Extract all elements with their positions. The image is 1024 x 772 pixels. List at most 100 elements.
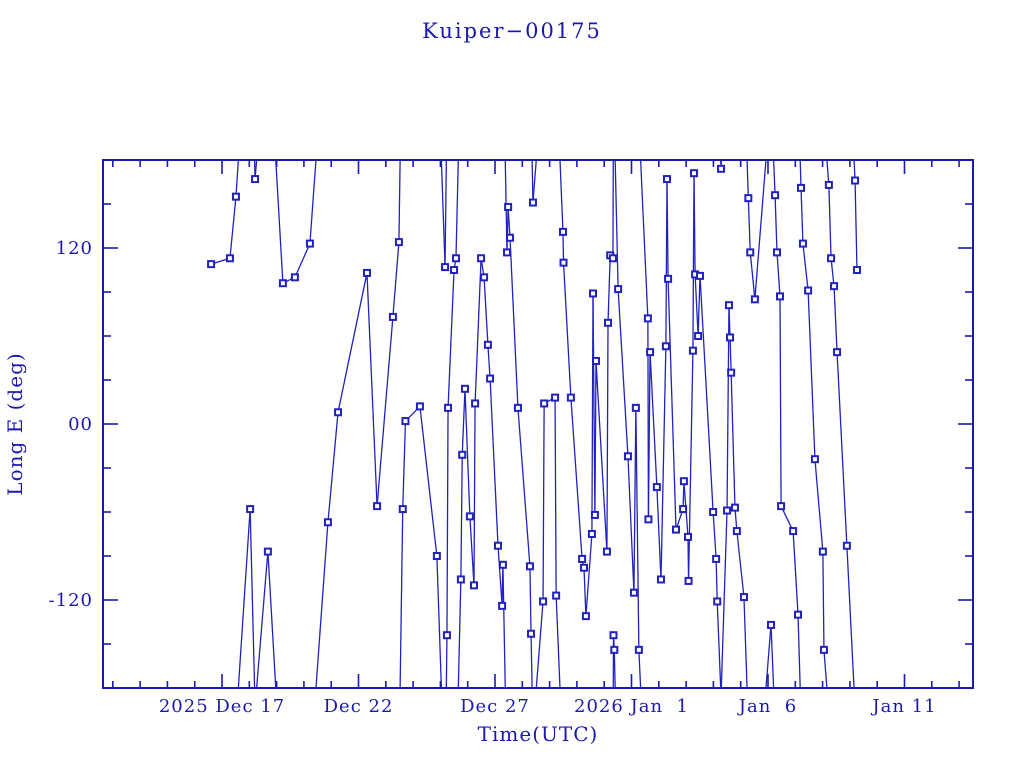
series-segment: [447, 408, 448, 635]
data-point-marker: [790, 528, 796, 534]
data-point-marker: [658, 576, 664, 582]
series-segment: [508, 207, 510, 238]
y-tick-label: 120: [56, 238, 93, 259]
data-point-marker: [552, 395, 558, 401]
series-segment: [461, 455, 462, 580]
data-point-marker: [713, 556, 719, 562]
x-tick-label: Jan 6: [737, 696, 797, 717]
data-point-marker: [695, 333, 701, 339]
data-point-marker: [374, 503, 380, 509]
series-segment: [490, 379, 498, 546]
data-point-marker: [805, 288, 811, 294]
series-segment: [488, 345, 490, 379]
y-tick-label: 00: [68, 414, 93, 435]
data-point-marker: [633, 405, 639, 411]
series-segment: [584, 568, 586, 616]
data-point-marker: [826, 182, 832, 188]
data-point-marker: [589, 531, 595, 537]
series-segment: [484, 277, 488, 344]
x-tick-label: 2026 Jan 1: [574, 696, 689, 717]
data-point-marker: [458, 576, 464, 582]
data-point-marker: [615, 286, 621, 292]
data-point-marker: [568, 395, 574, 401]
series-segment: [824, 650, 827, 688]
data-point-marker: [462, 386, 468, 392]
data-point-marker: [471, 582, 477, 588]
data-point-marker: [500, 562, 506, 568]
series-segment: [586, 534, 592, 616]
data-point-marker: [467, 513, 473, 519]
data-point-marker: [718, 166, 724, 172]
data-point-marker: [307, 241, 313, 247]
data-point-marker: [680, 506, 686, 512]
data-point-marker: [247, 506, 253, 512]
series-segment: [803, 244, 808, 291]
series-segment: [639, 650, 641, 688]
axes: [103, 160, 973, 688]
data-point-marker: [504, 249, 510, 255]
data-point-marker: [515, 405, 521, 411]
data-point-marker: [530, 200, 536, 206]
data-point-marker: [499, 603, 505, 609]
series-segment: [744, 597, 747, 688]
data-point-marker: [645, 516, 651, 522]
data-point-marker: [604, 549, 610, 555]
data-point-marker: [592, 512, 598, 518]
x-tick-label: Dec 22: [324, 696, 394, 717]
series-segment: [563, 232, 564, 263]
series-segment: [328, 412, 338, 522]
series-segment: [775, 195, 777, 252]
series-segment: [774, 160, 775, 195]
data-point-marker: [745, 195, 751, 201]
data-point-marker: [778, 503, 784, 509]
series-segment: [533, 160, 536, 203]
data-point-marker: [252, 176, 258, 182]
series-segment: [793, 531, 798, 615]
data-point-marker: [714, 598, 720, 604]
data-point-marker: [732, 505, 738, 511]
series-segment: [596, 361, 607, 552]
data-point-marker: [697, 273, 703, 279]
data-point-marker: [710, 509, 716, 515]
series-segment: [829, 185, 831, 258]
data-point-marker: [605, 320, 611, 326]
series-segment: [530, 566, 531, 633]
series-segment: [750, 252, 755, 299]
series-segment: [338, 273, 367, 412]
series-segment: [257, 552, 268, 688]
series-segment: [456, 160, 458, 258]
data-point-marker: [768, 622, 774, 628]
series-segment: [694, 173, 695, 274]
series-segment: [798, 615, 800, 688]
series-segment: [731, 373, 735, 508]
data-point-marker: [541, 400, 547, 406]
data-point-marker: [726, 302, 732, 308]
data-point-marker: [727, 334, 733, 340]
series-segment: [716, 559, 717, 602]
series-segment: [777, 252, 780, 296]
series-segment: [661, 346, 666, 579]
series-segment: [295, 244, 310, 278]
series-segment: [614, 650, 615, 688]
data-point-marker: [540, 598, 546, 604]
data-point-marker: [795, 612, 801, 618]
data-point-marker: [821, 647, 827, 653]
series-segment: [641, 160, 648, 318]
x-tick-label: 2025 Dec 17: [159, 696, 285, 717]
series-segment: [823, 552, 824, 650]
data-point-marker: [772, 192, 778, 198]
series-segment: [815, 459, 823, 551]
series-segment: [607, 323, 608, 552]
data-point-marker: [774, 249, 780, 255]
data-point-marker: [581, 565, 587, 571]
series-segment: [721, 511, 727, 688]
data-point-marker: [364, 270, 370, 276]
data-point-marker: [798, 185, 804, 191]
series-segment: [448, 270, 454, 408]
data-point-marker: [747, 249, 753, 255]
data-point-marker: [734, 528, 740, 534]
series-segment: [420, 406, 437, 556]
series-segment: [698, 276, 700, 336]
data-point-marker: [233, 194, 239, 200]
series-segment: [755, 160, 766, 299]
